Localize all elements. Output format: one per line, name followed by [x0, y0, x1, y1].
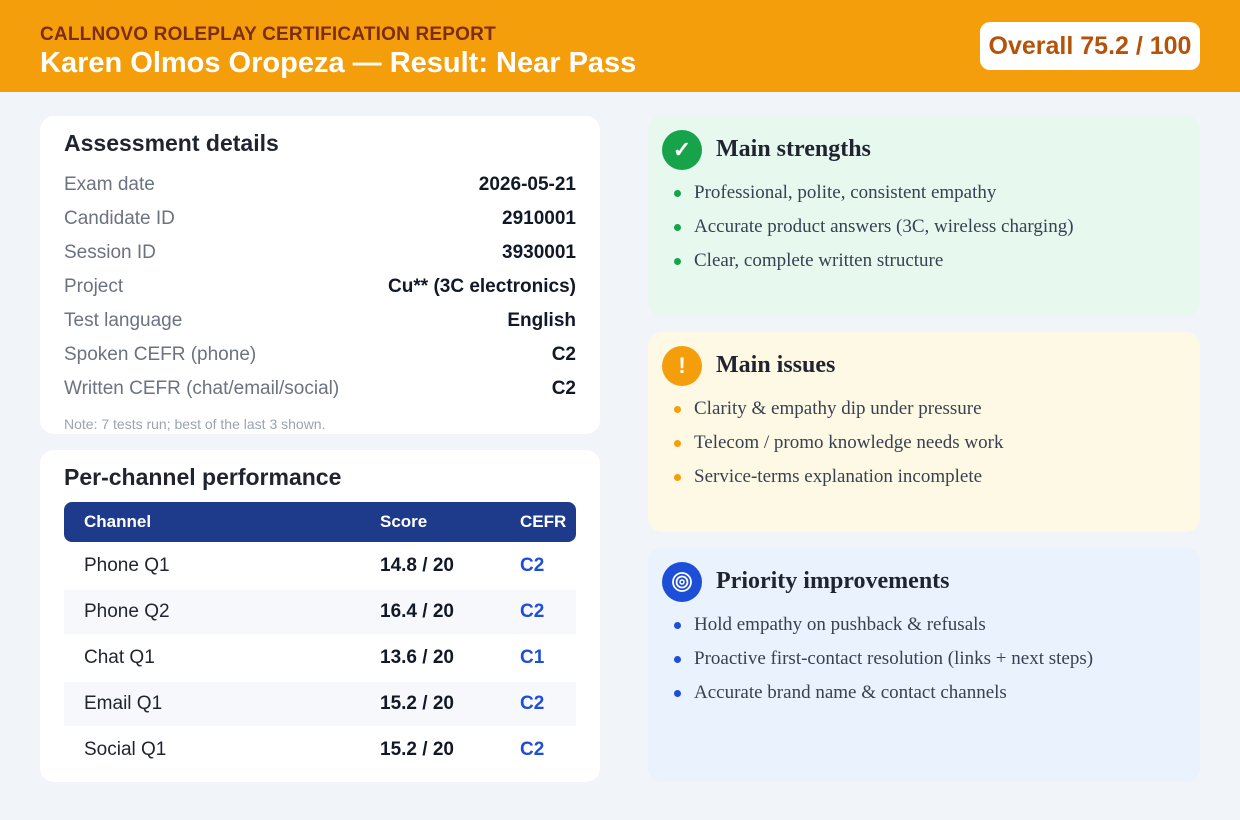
score-cell: 14.8 / 20: [380, 555, 454, 576]
detail-label: Spoken CEFR (phone): [64, 344, 257, 365]
list-item: Clarity & empathy dip under pressure: [672, 392, 1003, 426]
list-item: Clear, complete written structure: [672, 244, 1074, 278]
score-cell: 16.4 / 20: [380, 601, 454, 622]
detail-row-exam-date: Exam date 2026-05-21: [64, 170, 576, 200]
header-score: Score: [380, 512, 428, 531]
strengths-list: Professional, polite, consistent empathy…: [672, 176, 1074, 278]
main-strengths-panel: ✓ Main strengths Professional, polite, c…: [648, 116, 1200, 316]
channel-cell: Phone Q2: [84, 601, 170, 622]
score-cell: 15.2 / 20: [380, 739, 454, 760]
cefr-cell: C2: [520, 555, 545, 576]
list-item: Accurate product answers (3C, wireless c…: [672, 210, 1074, 244]
detail-label: Test language: [64, 310, 183, 331]
exclamation-icon: !: [662, 346, 702, 386]
report-header: CALLNOVO ROLEPLAY CERTIFICATION REPORT K…: [0, 0, 1240, 92]
table-row: Phone Q1 14.8 / 20 C2: [64, 544, 576, 588]
detail-row-project: Project Cu** (3C electronics): [64, 272, 576, 302]
list-item: Service-terms explanation incomplete: [672, 460, 1003, 494]
cefr-cell: C2: [520, 739, 545, 760]
detail-row-session-id: Session ID 3930001: [64, 238, 576, 268]
channel-cell: Phone Q1: [84, 555, 170, 576]
main-issues-panel: ! Main issues Clarity & empathy dip unde…: [648, 332, 1200, 532]
table-row: Email Q1 15.2 / 20 C2: [64, 682, 576, 726]
table-row: Phone Q2 16.4 / 20 C2: [64, 590, 576, 634]
header-cefr: CEFR: [520, 512, 567, 531]
improvements-list: Hold empathy on pushback & refusals Proa…: [672, 608, 1093, 710]
cefr-cell: C2: [520, 693, 545, 714]
detail-value: 3930001: [502, 242, 576, 263]
details-note: Note: 7 tests run; best of the last 3 sh…: [64, 416, 326, 432]
score-cell: 15.2 / 20: [380, 693, 454, 714]
list-item: Professional, polite, consistent empathy: [672, 176, 1074, 210]
per-channel-performance-card: Per-channel performance Channel Score CE…: [40, 450, 600, 782]
table-header: Channel Score CEFR: [64, 502, 576, 542]
priority-improvements-panel: Priority improvements Hold empathy on pu…: [648, 548, 1200, 782]
detail-label: Candidate ID: [64, 208, 175, 229]
per-channel-title: Per-channel performance: [64, 464, 342, 490]
channel-cell: Chat Q1: [84, 647, 155, 668]
list-item: Telecom / promo knowledge needs work: [672, 426, 1003, 460]
detail-value: 2026-05-21: [478, 174, 576, 195]
detail-label: Session ID: [64, 242, 156, 263]
cefr-cell: C1: [520, 647, 545, 668]
detail-label: Exam date: [64, 174, 155, 195]
issues-list: Clarity & empathy dip under pressure Tel…: [672, 392, 1003, 494]
detail-value: C2: [551, 344, 576, 365]
channel-cell: Email Q1: [84, 693, 163, 714]
cefr-cell: C2: [520, 601, 545, 622]
detail-row-candidate-id: Candidate ID 2910001: [64, 204, 576, 234]
table-row: Social Q1 15.2 / 20 C2: [64, 728, 576, 772]
detail-label: Project: [64, 276, 124, 297]
detail-value: Cu** (3C electronics): [388, 276, 576, 297]
detail-row-test-language: Test language English: [64, 306, 576, 336]
overall-score-badge: Overall 75.2 / 100: [980, 22, 1200, 70]
assessment-details-card: Assessment details Exam date 2026-05-21 …: [40, 116, 600, 434]
report-kicker: CALLNOVO ROLEPLAY CERTIFICATION REPORT: [40, 24, 496, 45]
check-icon: ✓: [662, 130, 702, 170]
target-icon: [662, 562, 702, 602]
strengths-title: Main strengths: [716, 136, 871, 162]
detail-row-written-cefr: Written CEFR (chat/email/social) C2: [64, 374, 576, 404]
score-cell: 13.6 / 20: [380, 647, 454, 668]
detail-value: C2: [551, 378, 576, 399]
improvements-title: Priority improvements: [716, 568, 950, 594]
table-row: Chat Q1 13.6 / 20 C1: [64, 636, 576, 680]
detail-value: English: [507, 310, 576, 331]
channel-cell: Social Q1: [84, 739, 167, 760]
list-item: Proactive first-contact resolution (link…: [672, 642, 1093, 676]
report-title: Karen Olmos Oropeza — Result: Near Pass: [40, 47, 637, 79]
header-channel: Channel: [84, 512, 152, 531]
detail-row-spoken-cefr: Spoken CEFR (phone) C2: [64, 340, 576, 370]
list-item: Hold empathy on pushback & refusals: [672, 608, 1093, 642]
assessment-details-title: Assessment details: [64, 130, 279, 156]
detail-label: Written CEFR (chat/email/social): [64, 378, 340, 399]
detail-value: 2910001: [502, 208, 576, 229]
issues-title: Main issues: [716, 352, 836, 378]
list-item: Accurate brand name & contact channels: [672, 676, 1093, 710]
